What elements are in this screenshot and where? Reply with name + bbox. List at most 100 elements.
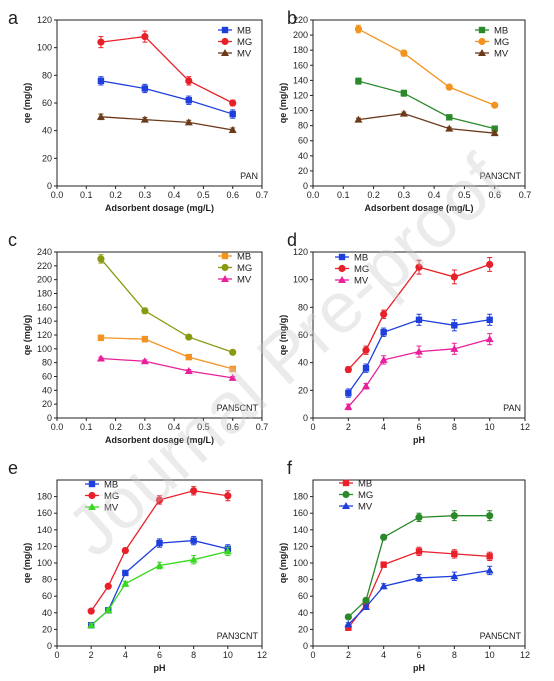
- y-axis-label: qe (mg/g): [278, 315, 288, 356]
- legend-marker: [221, 26, 229, 34]
- x-tick-label: 0.7: [256, 422, 269, 432]
- data-point: [185, 333, 193, 341]
- data-point: [140, 357, 149, 365]
- data-point: [185, 77, 193, 85]
- legend-marker: [221, 275, 229, 282]
- data-point: [229, 365, 236, 373]
- y-axis-label: qe (mg/g): [278, 83, 288, 124]
- data-point: [491, 125, 498, 132]
- data-point: [451, 550, 458, 558]
- data-point: [229, 99, 237, 107]
- y-tick-label: 20: [298, 166, 308, 176]
- y-tick-label: 0: [47, 641, 52, 651]
- sample-label: PAN: [240, 171, 258, 181]
- y-tick-label: 60: [298, 591, 308, 601]
- data-point: [156, 539, 163, 547]
- y-tick-label: 160: [293, 60, 308, 70]
- data-point: [121, 546, 129, 555]
- panel-letter: b: [287, 8, 297, 28]
- legend-marker: [88, 503, 96, 510]
- legend-marker: [221, 49, 229, 56]
- y-tick-label: 60: [298, 136, 308, 146]
- x-tick-label: 0.6: [226, 422, 239, 432]
- legend-marker: [342, 479, 350, 487]
- y-tick-label: 20: [298, 385, 308, 395]
- x-tick-label: 0.0: [307, 190, 320, 200]
- data-point: [189, 555, 198, 563]
- legend-marker: [338, 253, 346, 261]
- legend-label: MG: [358, 490, 373, 501]
- data-point: [140, 115, 149, 123]
- y-tick-label: 0: [47, 413, 52, 423]
- x-tick-label: 0.5: [197, 190, 210, 200]
- data-point: [380, 329, 387, 336]
- legend-marker: [342, 502, 350, 509]
- series-line: [100, 80, 233, 115]
- x-tick-label: 6: [416, 650, 421, 660]
- legend-label: MG: [354, 264, 369, 275]
- data-point: [451, 322, 458, 329]
- data-point: [155, 496, 164, 504]
- y-tick-label: 80: [298, 302, 308, 312]
- data-point: [184, 366, 193, 374]
- data-point: [486, 553, 493, 560]
- x-tick-label: 2: [89, 650, 94, 660]
- y-tick-label: 20: [42, 153, 52, 163]
- y-tick-label: 120: [37, 541, 52, 551]
- legend-label: MG: [237, 263, 252, 274]
- data-point: [345, 624, 352, 631]
- data-point: [415, 573, 423, 581]
- data-point: [450, 344, 459, 352]
- series-mg: [87, 486, 232, 615]
- data-point: [355, 77, 362, 85]
- data-point: [344, 402, 353, 410]
- y-tick-label: 240: [37, 247, 52, 257]
- x-tick-label: 0.5: [197, 422, 210, 432]
- data-point: [190, 537, 197, 544]
- data-point: [379, 355, 388, 363]
- panel-letter: a: [8, 8, 19, 28]
- x-tick-label: 0.7: [519, 190, 532, 200]
- series-line: [358, 28, 495, 106]
- data-point: [97, 334, 105, 341]
- series-mv: [87, 546, 232, 629]
- x-tick-label: 0: [310, 422, 315, 432]
- data-point: [362, 346, 370, 354]
- x-tick-label: 0.3: [398, 190, 411, 200]
- x-tick-label: 12: [520, 422, 530, 432]
- data-point: [400, 89, 408, 97]
- legend-marker: [478, 49, 486, 56]
- data-point: [491, 101, 499, 109]
- data-point: [490, 129, 499, 137]
- x-tick-label: 6: [157, 650, 162, 660]
- y-tick-label: 80: [42, 358, 52, 368]
- x-tick-label: 0.6: [488, 190, 501, 200]
- data-point: [223, 547, 232, 555]
- series-line: [100, 35, 234, 104]
- chart-panel-b: b 0.0 0.1 0.2 0.3 0.4 0.5 0.6 0.7 0 20 40 60 80 100 120…: [278, 8, 531, 213]
- series-line: [100, 337, 233, 370]
- y-tick-label: 200: [293, 30, 308, 40]
- sample-label: PAN5CNT: [217, 403, 259, 413]
- y-tick-label: 0: [303, 181, 308, 191]
- y-tick-label: 80: [298, 121, 308, 131]
- y-tick-label: 80: [298, 575, 308, 585]
- x-axis-label: Adsorbent dosage (mg/L): [364, 203, 473, 213]
- y-tick-label: 60: [298, 330, 308, 340]
- y-axis-label: qe (mg/g): [22, 315, 32, 356]
- x-tick-label: 4: [381, 422, 386, 432]
- series-line: [347, 263, 490, 371]
- x-tick-label: 6: [416, 422, 421, 432]
- x-tick-label: 8: [452, 650, 457, 660]
- data-point: [486, 512, 494, 520]
- data-point: [380, 533, 388, 541]
- data-point: [362, 602, 370, 610]
- series-mg: [97, 254, 237, 356]
- y-tick-label: 140: [37, 316, 52, 326]
- data-point: [486, 316, 493, 323]
